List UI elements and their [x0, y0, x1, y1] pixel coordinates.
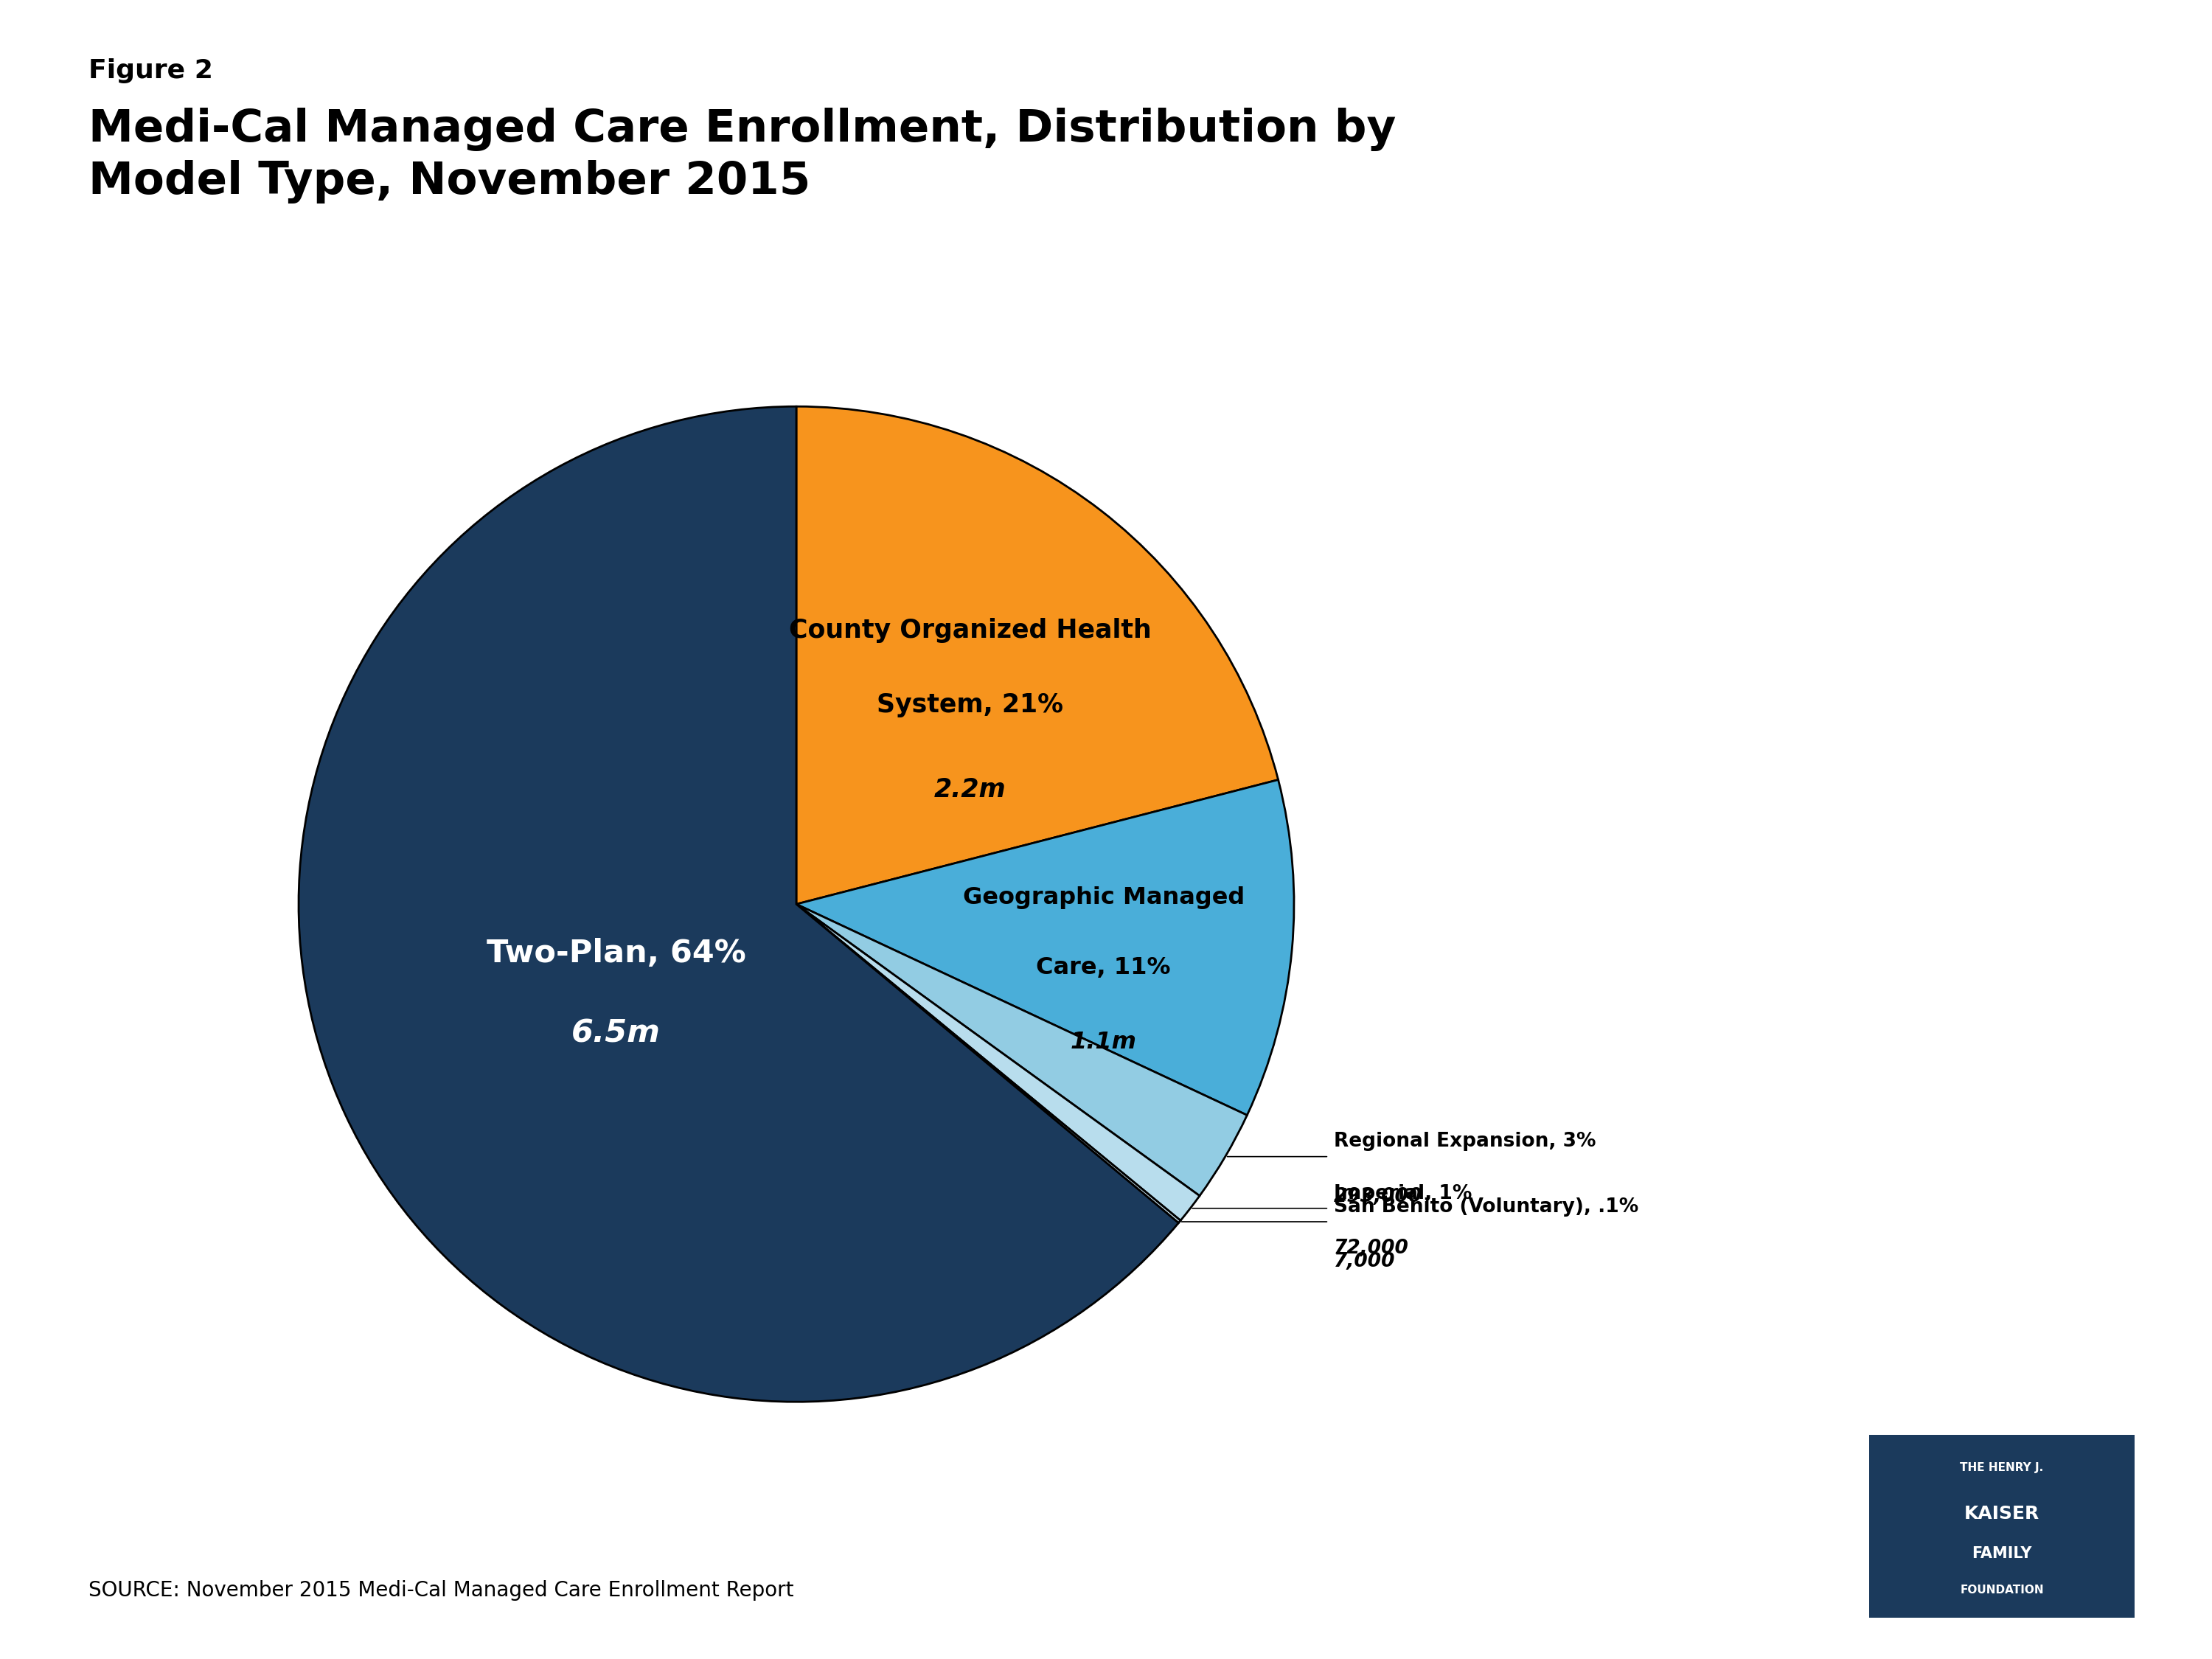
Text: System, 21%: System, 21%: [876, 692, 1064, 717]
Text: FAMILY: FAMILY: [1971, 1546, 2033, 1561]
Text: KAISER: KAISER: [1964, 1505, 2039, 1523]
Text: 6.5m: 6.5m: [571, 1019, 661, 1048]
Text: County Organized Health: County Organized Health: [790, 617, 1150, 642]
Text: THE HENRY J.: THE HENRY J.: [1960, 1462, 2044, 1473]
Text: 7,000: 7,000: [1334, 1253, 1396, 1271]
Text: FOUNDATION: FOUNDATION: [1960, 1584, 2044, 1596]
Text: 72,000: 72,000: [1334, 1239, 1409, 1258]
Text: Imperial, 1%: Imperial, 1%: [1334, 1185, 1471, 1203]
Text: SOURCE: November 2015 Medi-Cal Managed Care Enrollment Report: SOURCE: November 2015 Medi-Cal Managed C…: [88, 1581, 794, 1601]
Wedge shape: [796, 904, 1199, 1221]
Wedge shape: [299, 406, 1179, 1402]
Wedge shape: [796, 904, 1248, 1196]
Text: 1.1m: 1.1m: [1071, 1030, 1137, 1053]
Text: San Benito (Voluntary), .1%: San Benito (Voluntary), .1%: [1334, 1198, 1639, 1216]
Text: 2.2m: 2.2m: [933, 776, 1006, 801]
Text: Medi-Cal Managed Care Enrollment, Distribution by
Model Type, November 2015: Medi-Cal Managed Care Enrollment, Distri…: [88, 108, 1396, 204]
Text: Geographic Managed: Geographic Managed: [962, 886, 1245, 909]
Wedge shape: [796, 904, 1181, 1223]
Text: Care, 11%: Care, 11%: [1035, 956, 1170, 979]
Text: Figure 2: Figure 2: [88, 58, 212, 83]
Wedge shape: [796, 406, 1279, 904]
Text: 293,000: 293,000: [1334, 1186, 1422, 1206]
Text: Regional Expansion, 3%: Regional Expansion, 3%: [1334, 1131, 1597, 1151]
Text: Two-Plan, 64%: Two-Plan, 64%: [487, 939, 745, 969]
Wedge shape: [796, 780, 1294, 1115]
